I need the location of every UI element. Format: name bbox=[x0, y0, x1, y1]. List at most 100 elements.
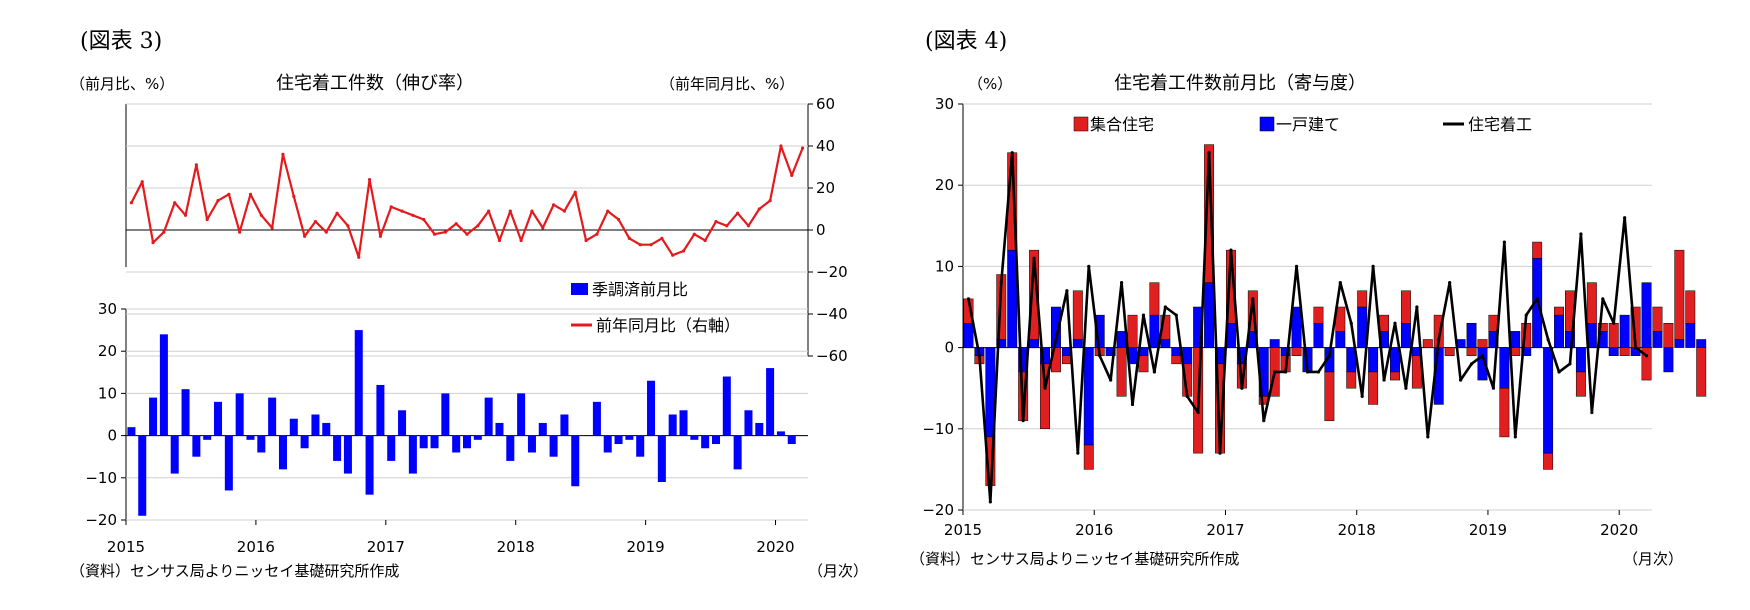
figure3-line-point bbox=[465, 232, 469, 236]
figure3-line-point bbox=[736, 211, 740, 215]
figure4-line-point bbox=[977, 354, 982, 358]
figure4-line-point bbox=[1065, 289, 1069, 293]
figure4-label: (図表 4) bbox=[925, 29, 1007, 54]
figure3-line-point bbox=[270, 226, 274, 230]
figure3-left-tick-label: 0 bbox=[107, 427, 117, 445]
figure3-bar bbox=[257, 435, 266, 453]
figure3-bar bbox=[192, 435, 201, 457]
figure3-x-tick-label: 2017 bbox=[367, 538, 405, 556]
figure3-left-ticks: 30 20 10 0 −10 −20 bbox=[85, 300, 126, 529]
figure3-x-tick-label: 2019 bbox=[627, 538, 665, 556]
figure3-left-tick-label: −10 bbox=[85, 469, 117, 487]
figure4-bar-singlefamily bbox=[1499, 347, 1510, 389]
figure3-line-point bbox=[595, 232, 599, 236]
figure4-line-point bbox=[1327, 354, 1331, 358]
figure4-x-tick-label: 2020 bbox=[1600, 521, 1638, 539]
figure3-bar bbox=[149, 397, 158, 436]
figure4-bar-multifamily bbox=[1608, 322, 1619, 348]
figure3-line-point bbox=[357, 255, 361, 259]
figure3-line-point bbox=[443, 230, 447, 234]
figure3-line-point bbox=[692, 232, 696, 236]
figure3-right-tick-label: 20 bbox=[816, 179, 835, 197]
figure4-bar-singlefamily bbox=[1291, 306, 1302, 348]
figure4-bar-singlefamily bbox=[1029, 339, 1040, 348]
figure4-bar-singlefamily bbox=[1204, 282, 1215, 348]
figure4-bar-multifamily bbox=[1575, 371, 1586, 397]
figure4-line-point bbox=[1305, 370, 1310, 374]
figure3-line-point bbox=[248, 192, 253, 196]
figure3-bar bbox=[766, 368, 775, 436]
figure4-bar-singlefamily bbox=[1313, 322, 1324, 348]
figure3-bar bbox=[527, 435, 536, 453]
figure3-left-tick-label: 20 bbox=[98, 342, 117, 360]
figure3-bar bbox=[484, 397, 493, 436]
figure3-right-tick-label: 0 bbox=[816, 221, 826, 239]
figure4-bar-singlefamily bbox=[1149, 314, 1160, 348]
figure3-bar bbox=[300, 435, 309, 449]
figure3-bar bbox=[333, 435, 342, 461]
figure3-bar bbox=[376, 384, 385, 436]
figure3-line-point bbox=[757, 207, 761, 211]
figure3-right-tick-label: −60 bbox=[816, 347, 848, 365]
figure4-x-tick-label: 2016 bbox=[1075, 521, 1113, 539]
figure3-right-gridlines bbox=[126, 103, 808, 357]
figure3-bar bbox=[365, 435, 374, 495]
figure3-line-point bbox=[725, 224, 729, 228]
figure3-bar bbox=[517, 393, 526, 436]
figure4-bar-multifamily bbox=[1368, 371, 1379, 405]
figure3-line-point bbox=[584, 238, 588, 243]
figure4-x-tick-label: 2019 bbox=[1469, 521, 1507, 539]
figure4-bar-multifamily bbox=[1685, 290, 1696, 324]
figure4-bar-singlefamily bbox=[963, 322, 974, 348]
figure4-bar-singlefamily bbox=[1072, 339, 1083, 348]
figure4-line-point bbox=[1393, 321, 1397, 325]
figure4-line bbox=[966, 151, 1649, 504]
figure4-bar-singlefamily bbox=[1575, 347, 1586, 373]
figure3-bar bbox=[441, 393, 450, 436]
figure4-line-point bbox=[1360, 394, 1364, 398]
figure4-bar-singlefamily bbox=[1368, 347, 1379, 373]
figure3-bar bbox=[278, 435, 287, 470]
figure4-bar-multifamily bbox=[1313, 306, 1324, 324]
figure4-line-point bbox=[1568, 362, 1572, 366]
figure4-line-point bbox=[1109, 378, 1113, 382]
figure4-line-point bbox=[1404, 386, 1408, 390]
figure4-bar-multifamily bbox=[1400, 290, 1411, 324]
figure3-left-tick-label: 30 bbox=[98, 300, 117, 318]
figure4-bar-multifamily bbox=[1083, 444, 1094, 470]
figure3-bar bbox=[776, 431, 785, 436]
figure3-bar bbox=[668, 414, 677, 436]
figure3-line-point bbox=[194, 163, 198, 167]
legend-swatch-multifamily bbox=[1073, 116, 1089, 132]
figure4-bar-multifamily bbox=[1357, 290, 1368, 308]
figure4-line-point bbox=[1284, 370, 1288, 374]
figure4-line-point bbox=[966, 297, 971, 301]
legend-label-multifamily: 集合住宅 bbox=[1090, 115, 1154, 134]
figure4-line-point bbox=[1054, 337, 1058, 342]
figure3-line-point bbox=[183, 213, 188, 217]
figure4-bar-singlefamily bbox=[1400, 322, 1411, 348]
figure4-bar-singlefamily bbox=[1357, 306, 1368, 348]
figure3-bar bbox=[235, 393, 244, 436]
figure4-bar-multifamily bbox=[1422, 339, 1433, 348]
figure4-line-point bbox=[1196, 410, 1200, 415]
figure4-line-point bbox=[1480, 354, 1485, 358]
figure3-bar bbox=[711, 435, 720, 445]
figure3-bar bbox=[473, 435, 482, 440]
figure3-bars bbox=[127, 330, 796, 516]
figure4-line-point bbox=[1644, 354, 1649, 358]
figure4-bar-multifamily bbox=[1477, 339, 1488, 348]
figure3-bar bbox=[430, 435, 439, 449]
figure4-bar-multifamily bbox=[1543, 452, 1554, 470]
figure3-bar bbox=[408, 435, 417, 474]
figure3-right-tick-label: 40 bbox=[816, 137, 835, 155]
figure4-bar-multifamily bbox=[1390, 371, 1400, 381]
figure4-bar-singlefamily bbox=[1619, 314, 1630, 348]
figure4-bar-singlefamily bbox=[1608, 347, 1619, 356]
figure4-line-point bbox=[1174, 313, 1178, 317]
figure4-bar-singlefamily bbox=[1652, 331, 1663, 348]
figure3-line-point bbox=[627, 236, 631, 240]
figure4-bar-multifamily bbox=[1510, 347, 1521, 356]
figure4-bar-singlefamily bbox=[1641, 282, 1652, 348]
